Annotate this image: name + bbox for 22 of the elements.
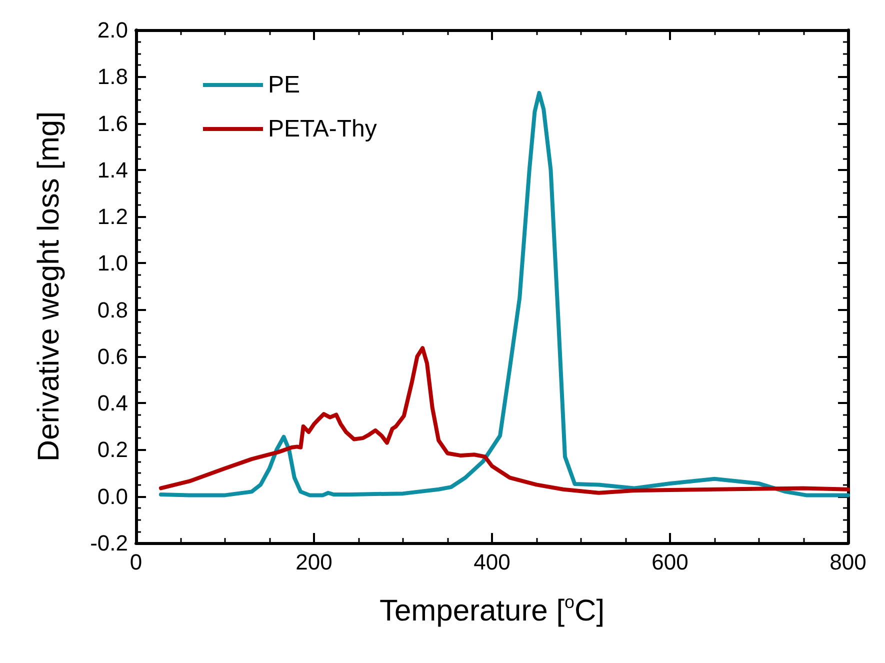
x-tick-label: 600 bbox=[652, 550, 688, 574]
y-tick-label: 0.2 bbox=[97, 437, 128, 462]
x-tick-label: 800 bbox=[830, 550, 866, 574]
y-tick-label: 2.0 bbox=[97, 18, 128, 42]
x-tick-label: 0 bbox=[130, 550, 142, 574]
x-tick-label: 400 bbox=[474, 550, 510, 574]
y-tick-label: 1.4 bbox=[97, 157, 128, 182]
legend-label: PE bbox=[268, 72, 300, 98]
y-tick-label: 1.2 bbox=[97, 204, 128, 230]
y-tick-label: 1.6 bbox=[97, 110, 128, 136]
x-tick-label: 200 bbox=[296, 550, 332, 574]
y-tick-label: 1.8 bbox=[97, 64, 128, 90]
line-series bbox=[158, 90, 850, 498]
line-series bbox=[158, 346, 850, 495]
y-tick-label: 0.4 bbox=[97, 390, 128, 416]
y-tick-label: 1.0 bbox=[97, 250, 128, 276]
y-tick-label: 0.6 bbox=[97, 344, 128, 369]
legend-label: PETA-Thy bbox=[268, 116, 377, 142]
y-axis-title: Derivative weght loss [mg] bbox=[32, 111, 66, 462]
y-tick-label: -0.2 bbox=[90, 530, 128, 556]
y-tick-label: 0.8 bbox=[97, 297, 128, 322]
y-tick-label: 0.0 bbox=[97, 484, 128, 509]
